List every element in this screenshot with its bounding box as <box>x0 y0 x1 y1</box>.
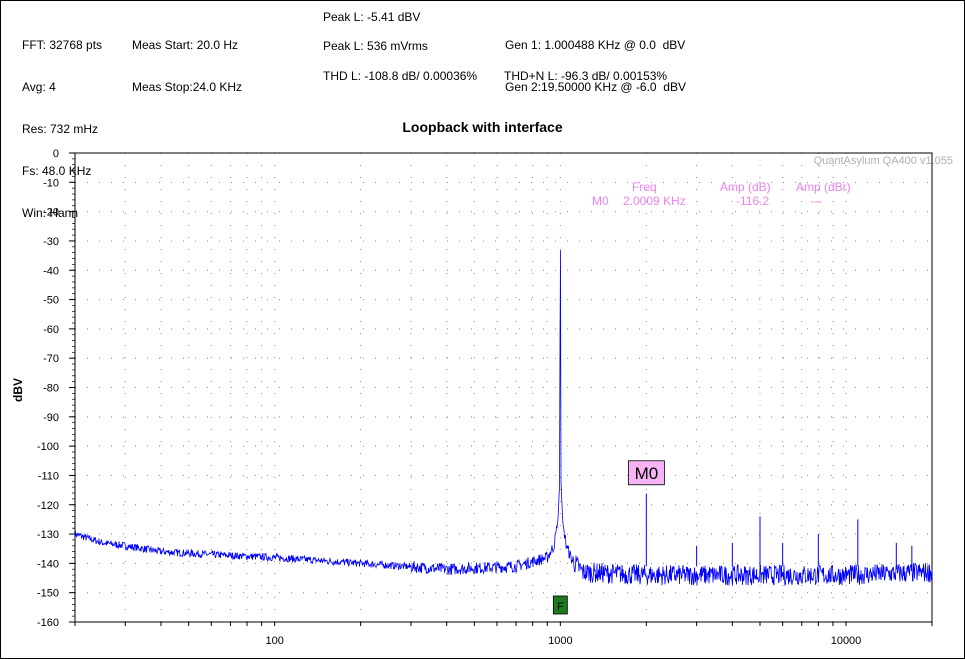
chart-title: Loopback with interface <box>402 119 563 135</box>
spectrum-trace <box>74 250 933 587</box>
marker-row-dbr: --- <box>810 194 822 208</box>
harmonic-spikes <box>645 493 913 567</box>
peak-dbv: Peak L: -5.41 dBV <box>323 10 421 24</box>
averages: Avg: 4 <box>22 80 56 94</box>
y-tick-label: -30 <box>43 236 59 248</box>
y-tick-label: -160 <box>37 617 59 629</box>
marker-col-amp-dbr: Amp (dBr) <box>796 180 851 194</box>
y-tick-label: -120 <box>37 500 59 512</box>
y-tick-label: -10 <box>43 177 59 189</box>
marker-row-amp: -116.2 <box>736 194 769 208</box>
sample-rate: Fs: 48.0 KHz <box>22 164 92 178</box>
y-tick-label: 0 <box>53 148 59 160</box>
thdn-readout: THD+N L: -96.3 dB/ 0.00153% <box>504 69 668 83</box>
m0-marker[interactable]: M0 <box>627 460 665 486</box>
fft-settings: FFT: 32768 pts Avg: 4 Res: 732 mHz Fs: 4… <box>22 10 102 234</box>
plot-border <box>74 152 933 623</box>
y-tick-label: -20 <box>43 207 59 219</box>
y-axis-label: dBV <box>11 378 25 402</box>
tick-labels: 0 -10 -20 -30 -40 -50 -60 -70 -80 -90 -100 -110 -120… <box>37 148 861 647</box>
y-tick-label: -110 <box>38 470 59 482</box>
fundamental-marker-box <box>552 595 568 615</box>
measurement-range: Meas Start: 20.0 Hz Meas Stop:24.0 KHz <box>132 10 242 108</box>
y-tick-label: -80 <box>43 383 59 395</box>
marker-col-amp-db: Amp (dB) <box>720 180 771 194</box>
y-tick-label: -130 <box>37 529 59 541</box>
y-tick-label: -70 <box>43 353 59 365</box>
y-tick-label: -140 <box>37 558 59 570</box>
fundamental-marker[interactable]: F <box>552 595 568 615</box>
marker-row-name: M0 <box>592 194 609 208</box>
x-tick-label: 1000 <box>548 635 572 647</box>
y-tick-label: -60 <box>43 324 59 336</box>
window-type: Win: Hann <box>22 206 79 220</box>
thd-readout: THD L: -108.8 dB/ 0.00036% <box>323 69 478 83</box>
gen1-setting: Gen 1: 1.000488 KHz @ 0.0 dBV <box>505 38 686 52</box>
x-tick-label: 100 <box>265 635 283 647</box>
marker-col-freq: Freq <box>632 180 657 194</box>
grid-lines <box>74 152 933 623</box>
resolution: Res: 732 mHz <box>22 122 99 136</box>
m0-marker-box <box>627 460 665 486</box>
gen2-setting: Gen 2:19.50000 KHz @ -6.0 dBV <box>505 80 686 94</box>
m0-marker-label: M0 <box>635 464 659 483</box>
meas-start: Meas Start: 20.0 Hz <box>132 38 239 52</box>
fft-size: FFT: 32768 pts <box>22 38 103 52</box>
marker-table: Freq Amp (dB) Amp (dBr) M0 2.0009 KHz -1… <box>592 180 851 208</box>
generator-settings: Gen 1: 1.000488 KHz @ 0.0 dBV Gen 2:19.5… <box>505 10 686 108</box>
marker-row-freq: 2.0009 KHz <box>623 194 686 208</box>
y-tick-label: -40 <box>43 265 59 277</box>
meas-stop: Meas Stop:24.0 KHz <box>132 80 243 94</box>
y-tick-label: -100 <box>37 441 59 453</box>
y-tick-label: -50 <box>43 295 59 307</box>
y-tick-label: -90 <box>43 412 59 424</box>
watermark: QuantAsylum QA400 v1.055 <box>814 155 953 167</box>
fundamental-marker-label: F <box>557 601 564 613</box>
peak-rms: Peak L: 536 mVrms <box>323 39 428 53</box>
y-tick-label: -150 <box>37 588 59 600</box>
x-tick-label: 10000 <box>831 635 862 647</box>
